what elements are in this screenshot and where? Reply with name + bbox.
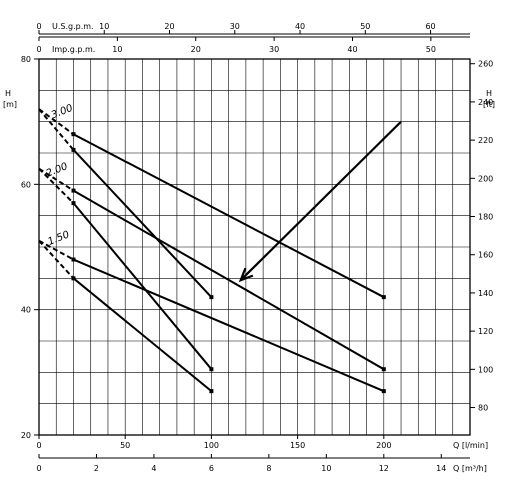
y-tick-label-m: 80 [21,55,31,64]
x-axis-m3h-tick-label: 12 [379,464,389,473]
series-2.00-marker [71,188,76,193]
series-3.00-marker [381,295,386,300]
x-axis-lmin-tick-label: 50 [120,441,130,450]
x-axis-m3h-tick-label: 10 [321,464,331,473]
x-axis-usgpm-tick-label: 40 [295,22,305,31]
grid [39,59,470,435]
series-2.00-dashed-segment [38,167,75,204]
y-tick-label-ft: 160 [478,251,493,260]
annotation-arrow [238,120,402,283]
arrow-shaft [239,120,402,281]
y-tick-label-m: 20 [21,431,31,440]
series-1.50-dashed-segment [38,239,74,261]
x-axis-m3h-tick-label: 4 [151,464,156,473]
y-tick-label-ft: 140 [478,289,493,298]
x-axis-usgpm-tick-label: 30 [230,22,240,31]
x-axis-usgpm-tick-label: 10 [99,22,109,31]
series-2.00-curve [72,189,385,371]
x-axis-usgpm-tick-label: 60 [425,22,435,31]
x-axis-lmin-tick-label: 200 [376,441,391,450]
series-2.00-marker [71,201,76,206]
y-tick-label-ft: 180 [478,213,493,222]
series-3.00-dashed-segment [38,108,75,151]
x-axis-usgpm-tick-label: 0 [36,22,41,31]
y-tick-label-ft: 200 [478,174,493,183]
x-axis-impgpm-tick-label: 0 [36,45,41,54]
x-axis-m3h-tick-label: 2 [94,464,99,473]
series: 3.002.001.50 [38,103,386,394]
y-tick-label-m: 60 [21,180,31,189]
h-axis-title-left: H [5,89,11,98]
series-1.50-curve [73,258,385,393]
x-axis-title-lmin: Q [l/min] [453,441,488,450]
x-axis-m3h-tick-label: 14 [436,464,446,473]
y-tick-label-ft: 260 [478,60,493,69]
series-3.00-marker [71,132,76,137]
x-axis-m3h-tick-label: 0 [36,464,41,473]
series-3.00-curve [73,133,385,299]
x-axis-m3h-tick-label: 6 [209,464,214,473]
series-2.00-curve [72,202,213,370]
series-1.50-dashed-segment [38,240,75,280]
x-axis-lmin-tick-label: 100 [204,441,219,450]
x-axis-impgpm-tick-label: 40 [347,45,357,54]
series-3.00-curve [72,149,213,298]
y-tick-label-ft: 100 [478,365,493,374]
h-axis-unit-left: [m] [3,100,17,109]
plot-frame [38,58,471,436]
y-tick-label-ft: 80 [478,404,488,413]
series-1.50-marker [71,276,76,281]
x-axis-lmin-tick-label: 0 [36,441,41,450]
series-2.00-marker [209,367,214,372]
x-axis-m3h-tick-label: 8 [266,464,271,473]
arrow-head [238,267,254,283]
series-1.50-marker [209,389,214,394]
series-2.00-marker [381,367,386,372]
x-axis-impgpm-tick-label: 20 [191,45,201,54]
y-tick-label-ft: 120 [478,327,493,336]
y-tick-label-m: 40 [21,306,31,315]
x-axis-usgpm-tick-label: 50 [360,22,370,31]
x-axis-title-usgpm: U.S.g.p.m. [52,22,94,31]
series-3.00-marker [209,295,214,300]
x-axis-impgpm-tick-label: 50 [426,45,436,54]
series-3.00-dashed-segment [38,108,75,136]
series-1.50-marker [71,257,76,262]
x-axis-impgpm-tick-label: 10 [112,45,122,54]
x-axis-lmin-tick-label: 150 [290,441,305,450]
series-2.00-dashed-segment [38,167,75,192]
series-3.00-marker [71,147,76,152]
x-axis-usgpm-tick-label: 20 [164,22,174,31]
series-1.50-marker [381,389,386,394]
y-tick-label-ft: 240 [478,98,493,107]
series-1.50-curve [72,277,213,392]
h-axis-title-right: H [486,89,492,98]
x-axis-title-impgpm: Imp.g.p.m. [52,45,95,54]
x-axis-title-m3h: Q [m³/h] [453,464,487,473]
y-tick-label-ft: 220 [478,136,493,145]
x-axis-impgpm-tick-label: 30 [269,45,279,54]
h-axis-unit-right: [ft] [483,100,495,109]
